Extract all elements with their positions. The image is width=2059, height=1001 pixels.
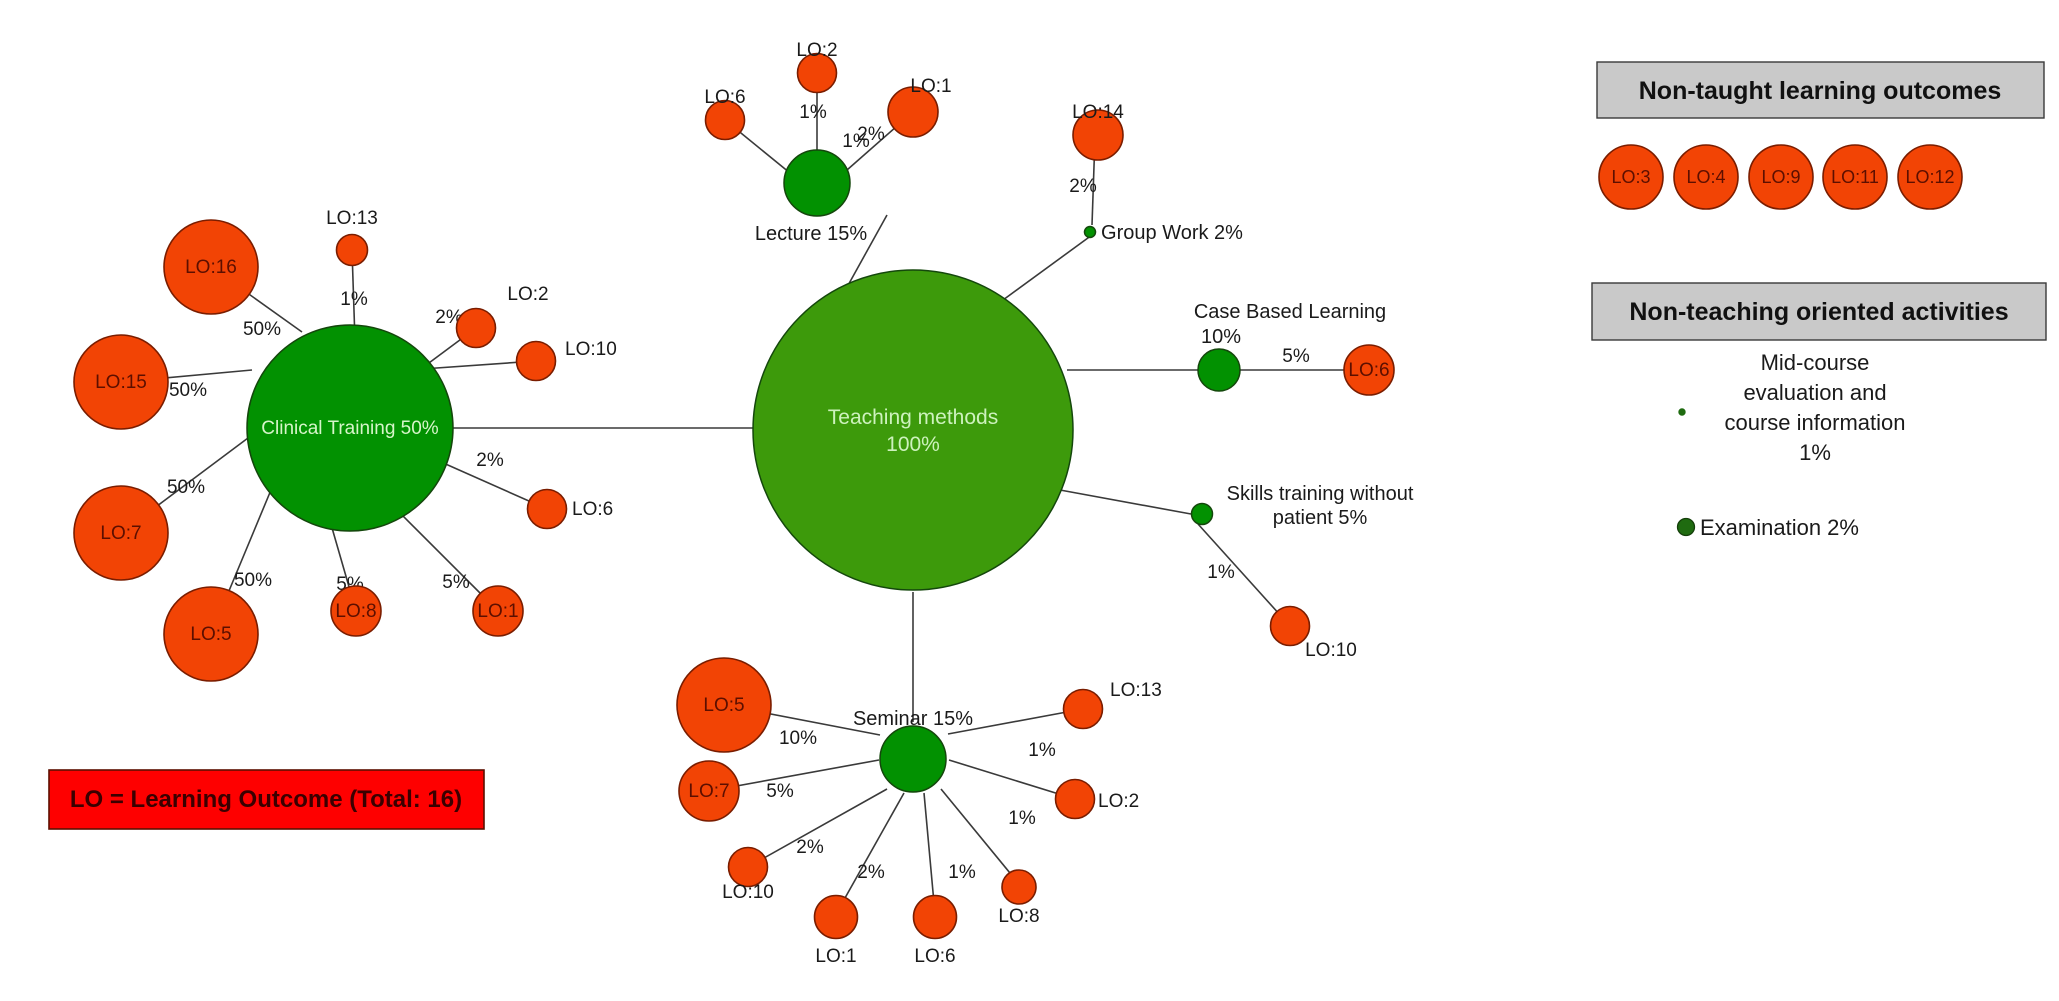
svg-text:LO:10: LO:10 <box>1305 640 1357 661</box>
svg-text:LO:4: LO:4 <box>1686 167 1725 187</box>
svg-text:50%: 50% <box>234 570 272 591</box>
svg-text:Teaching methods: Teaching methods <box>828 406 998 429</box>
svg-text:2%: 2% <box>476 450 504 471</box>
svg-text:LO:15: LO:15 <box>95 372 147 393</box>
svg-text:LO:7: LO:7 <box>100 523 141 544</box>
svg-text:LO:13: LO:13 <box>326 208 378 229</box>
svg-text:LO:11: LO:11 <box>1831 167 1879 187</box>
svg-text:LO:3: LO:3 <box>1611 167 1650 187</box>
svg-text:LO:6: LO:6 <box>572 499 613 520</box>
svg-text:LO:2: LO:2 <box>1098 791 1139 812</box>
svg-text:LO:9: LO:9 <box>1761 167 1800 187</box>
svg-text:5%: 5% <box>1282 346 1310 367</box>
svg-text:1%: 1% <box>1207 562 1235 583</box>
svg-text:1%: 1% <box>340 289 368 310</box>
svg-text:LO:5: LO:5 <box>703 695 744 716</box>
svg-text:1%: 1% <box>1028 740 1056 761</box>
svg-text:1%: 1% <box>948 862 976 883</box>
svg-text:2%: 2% <box>1069 176 1097 197</box>
svg-text:1%: 1% <box>799 102 827 123</box>
svg-text:LO:2: LO:2 <box>507 284 548 305</box>
svg-text:LO:10: LO:10 <box>565 339 617 360</box>
svg-text:LO:10: LO:10 <box>722 882 774 903</box>
svg-text:2%: 2% <box>796 837 824 858</box>
svg-text:50%: 50% <box>167 477 205 498</box>
svg-text:LO:6: LO:6 <box>704 87 745 108</box>
svg-text:Mid-course: Mid-course <box>1761 350 1870 375</box>
svg-text:2%: 2% <box>857 862 885 883</box>
svg-text:evaluation and: evaluation and <box>1743 380 1886 405</box>
svg-text:Clinical Training 50%: Clinical Training 50% <box>261 418 439 439</box>
svg-text:Lecture 15%: Lecture 15% <box>755 223 868 245</box>
svg-text:LO:16: LO:16 <box>185 257 237 278</box>
svg-text:100%: 100% <box>886 433 940 456</box>
svg-text:LO:14: LO:14 <box>1072 102 1124 123</box>
svg-text:10%: 10% <box>1201 326 1241 348</box>
svg-text:Skills training without: Skills training without <box>1227 483 1414 505</box>
svg-text:LO:5: LO:5 <box>190 624 231 645</box>
svg-text:Seminar 15%: Seminar 15% <box>853 708 973 730</box>
svg-text:1%: 1% <box>1799 440 1831 465</box>
svg-text:Group Work 2%: Group Work 2% <box>1101 222 1243 244</box>
svg-text:Non-taught learning outcomes: Non-taught learning outcomes <box>1639 77 2002 105</box>
svg-text:2%: 2% <box>857 124 885 145</box>
svg-text:1%: 1% <box>1008 808 1036 829</box>
svg-text:5%: 5% <box>766 781 794 802</box>
svg-text:LO:7: LO:7 <box>688 781 729 802</box>
svg-text:Case Based Learning: Case Based Learning <box>1194 301 1386 323</box>
svg-text:10%: 10% <box>779 728 817 749</box>
svg-text:50%: 50% <box>169 380 207 401</box>
svg-text:LO = Learning Outcome (Total:: LO = Learning Outcome (Total: 16) <box>70 786 462 813</box>
svg-text:LO:6: LO:6 <box>1348 360 1389 381</box>
svg-text:LO:8: LO:8 <box>335 601 376 622</box>
svg-text:LO:8: LO:8 <box>998 906 1039 927</box>
svg-text:LO:1: LO:1 <box>477 601 518 622</box>
svg-text:LO:6: LO:6 <box>914 946 955 967</box>
svg-text:course information: course information <box>1725 410 1906 435</box>
svg-text:LO:1: LO:1 <box>815 946 856 967</box>
svg-text:Examination 2%: Examination 2% <box>1700 515 1859 540</box>
svg-text:LO:1: LO:1 <box>910 76 951 97</box>
svg-text:LO:13: LO:13 <box>1110 680 1162 701</box>
svg-text:LO:2: LO:2 <box>796 40 837 61</box>
svg-text:5%: 5% <box>442 572 470 593</box>
svg-text:patient 5%: patient 5% <box>1273 507 1368 529</box>
svg-text:LO:12: LO:12 <box>1905 167 1954 187</box>
svg-text:Non-teaching oriented activiti: Non-teaching oriented activities <box>1629 298 2008 326</box>
svg-text:50%: 50% <box>243 319 281 340</box>
